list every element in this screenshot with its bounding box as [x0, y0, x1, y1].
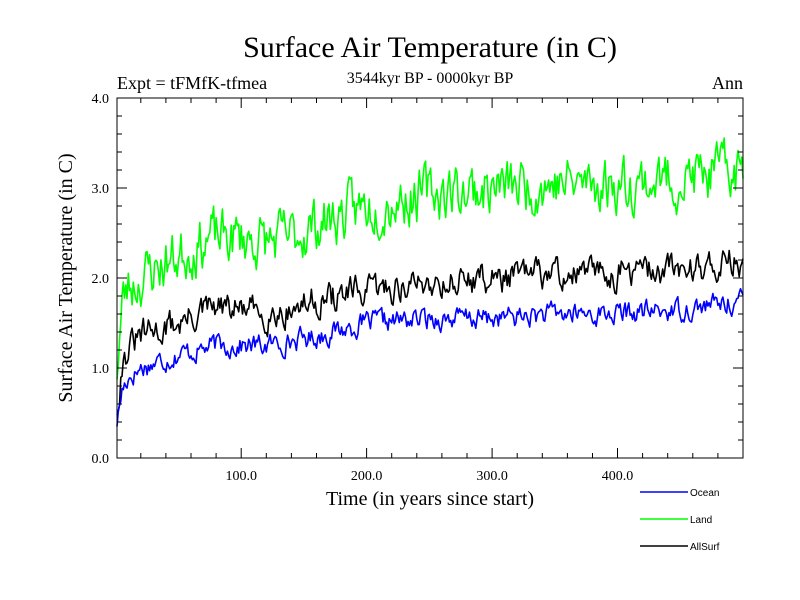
plot-frame: [116, 97, 744, 459]
series-line-land: [116, 137, 744, 380]
legend-label-land: Land: [690, 515, 712, 526]
x-axis-title: Time (in years since start): [326, 488, 534, 510]
season-label: Ann: [712, 73, 743, 93]
y-tick-label: 0.0: [92, 452, 110, 467]
y-tick-label: 3.0: [92, 182, 110, 197]
x-tick-label: 100.0: [225, 469, 257, 484]
chart-title: Surface Air Temperature (in C): [243, 31, 617, 64]
chart-subtitle: 3544kyr BP - 0000kyr BP: [347, 70, 514, 87]
y-tick-label: 2.0: [92, 272, 110, 287]
legend-label-allsurf: AllSurf: [690, 542, 720, 553]
series-line-ocean: [116, 287, 744, 427]
x-tick-label: 200.0: [351, 469, 383, 484]
series-layer: [116, 137, 744, 427]
legend-label-ocean: Ocean: [690, 488, 719, 499]
experiment-label: Expt = tFMfK-tfmea: [117, 73, 267, 93]
series-line-allsurf: [116, 249, 744, 416]
x-tick-label: 400.0: [602, 469, 634, 484]
y-axis-title: Surface Air Temperature (in C): [55, 153, 77, 402]
legend: Ocean Land AllSurf: [640, 488, 720, 553]
ticks-layer: 100.0 200.0 300.0 400.0 0.0 1.0 2.0 3.0 4.0: [92, 92, 743, 484]
x-tick-label: 300.0: [476, 469, 508, 484]
y-tick-label: 1.0: [92, 362, 110, 377]
y-tick-label: 4.0: [92, 92, 110, 107]
